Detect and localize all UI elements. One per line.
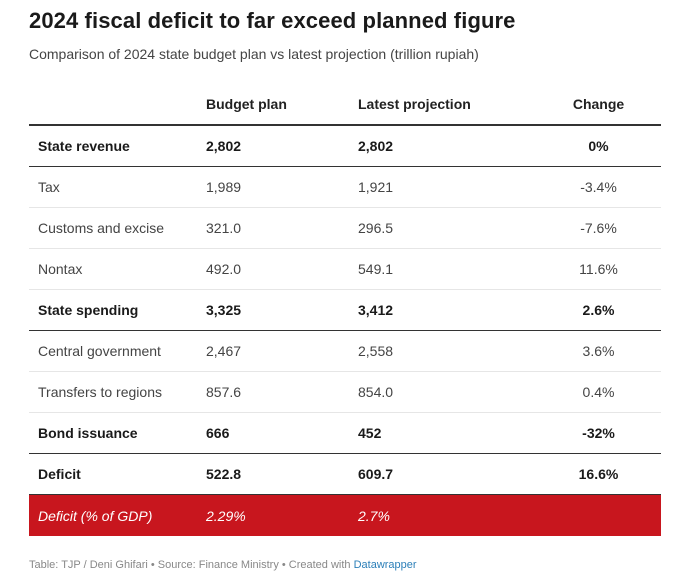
budget-plan-value: 2,802 xyxy=(206,125,358,167)
table-row: Central government 2,467 2,558 3.6% xyxy=(29,330,661,372)
column-header-budget-plan: Budget plan xyxy=(206,84,358,126)
budget-plan-value: 522.8 xyxy=(206,453,358,495)
budget-plan-value: 666 xyxy=(206,412,358,454)
latest-projection-value: 609.7 xyxy=(358,453,536,495)
header-row: Budget plan Latest projection Change xyxy=(29,84,661,126)
table-row: Tax 1,989 1,921 -3.4% xyxy=(29,166,661,208)
change-value: 0.4% xyxy=(536,371,661,413)
table-row: Nontax 492.0 549.1 11.6% xyxy=(29,248,661,290)
budget-plan-value: 3,325 xyxy=(206,289,358,331)
row-label: Transfers to regions xyxy=(29,371,206,413)
chart-title: 2024 fiscal deficit to far exceed planne… xyxy=(29,8,516,33)
row-label: Tax xyxy=(29,166,206,208)
footer-credit: Table: TJP / Deni Ghifari • Source: Fina… xyxy=(29,559,417,571)
change-value: 2.6% xyxy=(536,289,661,331)
row-label: Central government xyxy=(29,330,206,372)
row-label: Bond issuance xyxy=(29,412,206,454)
table-row: Customs and excise 321.0 296.5 -7.6% xyxy=(29,207,661,249)
column-header-latest-projection: Latest projection xyxy=(358,84,536,126)
row-label: State spending xyxy=(29,289,206,331)
budget-plan-value: 2.29% xyxy=(206,494,358,536)
datawrapper-link[interactable]: Datawrapper xyxy=(353,559,417,571)
row-label: Deficit (% of GDP) xyxy=(29,494,206,536)
latest-projection-value: 549.1 xyxy=(358,248,536,290)
table-row: State spending 3,325 3,412 2.6% xyxy=(29,289,661,331)
column-header-change: Change xyxy=(536,84,661,126)
change-value: -7.6% xyxy=(536,207,661,249)
latest-projection-value: 296.5 xyxy=(358,207,536,249)
budget-plan-value: 492.0 xyxy=(206,248,358,290)
budget-plan-value: 321.0 xyxy=(206,207,358,249)
change-value: 3.6% xyxy=(536,330,661,372)
change-value: 16.6% xyxy=(536,453,661,495)
row-label: Deficit xyxy=(29,453,206,495)
column-header-label xyxy=(29,84,206,126)
table-row: Deficit (% of GDP) 2.29% 2.7% xyxy=(29,494,661,536)
latest-projection-value: 1,921 xyxy=(358,166,536,208)
row-label: State revenue xyxy=(29,125,206,167)
change-value xyxy=(536,494,661,536)
latest-projection-value: 2,558 xyxy=(358,330,536,372)
budget-plan-value: 2,467 xyxy=(206,330,358,372)
table-row: Transfers to regions 857.6 854.0 0.4% xyxy=(29,371,661,413)
data-table: Budget plan Latest projection Change Sta… xyxy=(29,84,661,536)
table-row: Bond issuance 666 452 -32% xyxy=(29,412,661,454)
table-row: State revenue 2,802 2,802 0% xyxy=(29,125,661,167)
footer-text: Table: TJP / Deni Ghifari • Source: Fina… xyxy=(29,559,354,571)
budget-plan-value: 857.6 xyxy=(206,371,358,413)
latest-projection-value: 452 xyxy=(358,412,536,454)
change-value: -32% xyxy=(536,412,661,454)
row-label: Customs and excise xyxy=(29,207,206,249)
budget-plan-value: 1,989 xyxy=(206,166,358,208)
table-body: State revenue 2,802 2,802 0% Tax 1,989 1,921 -3… xyxy=(29,125,661,536)
change-value: -3.4% xyxy=(536,166,661,208)
row-label: Nontax xyxy=(29,248,206,290)
change-value: 0% xyxy=(536,125,661,167)
latest-projection-value: 854.0 xyxy=(358,371,536,413)
latest-projection-value: 2.7% xyxy=(358,494,536,536)
chart-subtitle: Comparison of 2024 state budget plan vs … xyxy=(29,46,479,62)
change-value: 11.6% xyxy=(536,248,661,290)
latest-projection-value: 3,412 xyxy=(358,289,536,331)
table-row: Deficit 522.8 609.7 16.6% xyxy=(29,453,661,495)
latest-projection-value: 2,802 xyxy=(358,125,536,167)
